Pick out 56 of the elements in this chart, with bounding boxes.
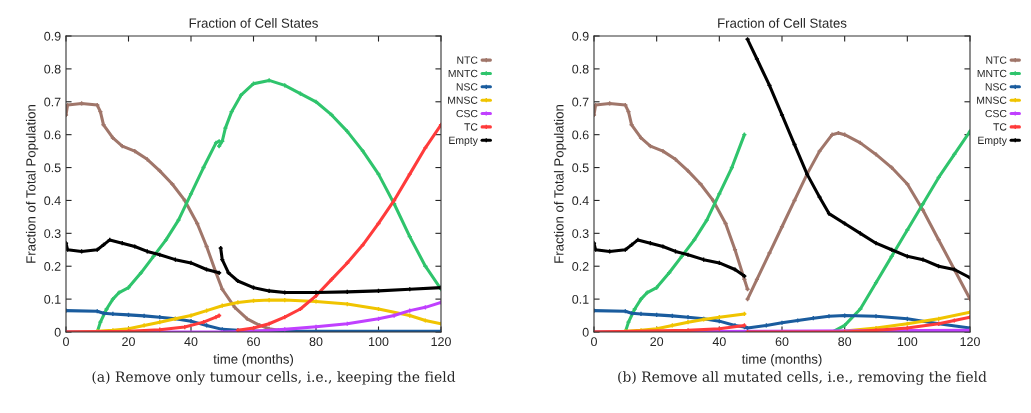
y-tick-label: 0.5 xyxy=(572,163,589,173)
y-tick-label: 0.9 xyxy=(572,31,589,41)
y-tick-label: 0.8 xyxy=(572,64,589,74)
x-tick-label: 120 xyxy=(960,337,980,347)
chart-title: Fraction of Cell States xyxy=(718,18,847,28)
legend-label: MNTC xyxy=(448,69,478,78)
y-tick-label: 0 xyxy=(582,327,589,337)
y-tick-label: 0.1 xyxy=(44,294,61,304)
text: (a) Remove only tumour cells, i.e., keeping the field xyxy=(92,371,456,385)
y-tick-label: 0.3 xyxy=(44,229,61,238)
x-axis-title: time (months) xyxy=(213,354,294,367)
x-tick-label: 0 xyxy=(591,337,597,347)
y-axis-title: Fraction of Total Population xyxy=(25,105,39,263)
legend-label: TC xyxy=(993,123,1007,131)
y-tick-label: 0.3 xyxy=(572,229,589,238)
y-tick-label: 0 xyxy=(54,327,61,337)
y-tick-label: 0.6 xyxy=(572,130,589,140)
y-tick-label: 0.2 xyxy=(44,262,61,271)
legend-label: CSC xyxy=(456,109,478,118)
x-tick-label: 80 xyxy=(309,337,323,347)
x-tick-label: 60 xyxy=(247,337,260,347)
legend-label: NTC xyxy=(986,56,1007,64)
legend-label: MNSC xyxy=(448,96,478,104)
legend-label: Empty xyxy=(978,136,1007,147)
x-tick-label: 60 xyxy=(775,337,789,347)
x-tick-label: 20 xyxy=(122,337,135,347)
x-axis-title: time (months) xyxy=(741,354,822,367)
legend-label: CSC xyxy=(985,109,1007,118)
y-tick-label: 0.8 xyxy=(44,64,61,74)
y-tick-label: 0.9 xyxy=(44,31,61,41)
x-tick-label: 40 xyxy=(184,337,198,347)
x-tick-label: 20 xyxy=(650,337,664,347)
y-tick-label: 0.1 xyxy=(572,294,589,304)
x-tick-label: 100 xyxy=(369,337,389,347)
y-tick-label: 0.7 xyxy=(572,97,589,107)
legend-label: NTC xyxy=(457,56,478,64)
x-tick-label: 120 xyxy=(431,337,451,347)
legend-label: Empty xyxy=(449,136,478,147)
x-tick-label: 0 xyxy=(63,337,69,347)
text: (b) Remove all mutated cells, i.e., removing the field xyxy=(618,371,987,385)
y-tick-label: 0.7 xyxy=(44,97,61,107)
legend-label: MNSC xyxy=(977,96,1007,104)
x-tick-label: 100 xyxy=(897,337,918,347)
y-axis-title: Fraction of Total Population xyxy=(553,105,567,263)
y-tick-label: 0.4 xyxy=(572,196,589,206)
x-tick-label: 80 xyxy=(838,337,852,347)
y-tick-label: 0.2 xyxy=(572,262,589,271)
x-tick-label: 40 xyxy=(712,337,726,347)
y-tick-label: 0.4 xyxy=(44,196,61,206)
legend-label: TC xyxy=(464,123,478,131)
y-tick-label: 0.6 xyxy=(44,130,61,140)
chart-title: Fraction of Cell States xyxy=(189,18,318,28)
legend-label: NSC xyxy=(456,83,478,91)
y-tick-label: 0.5 xyxy=(44,163,61,173)
legend-label: NSC xyxy=(985,83,1007,91)
legend-label: MNTC xyxy=(977,69,1007,78)
